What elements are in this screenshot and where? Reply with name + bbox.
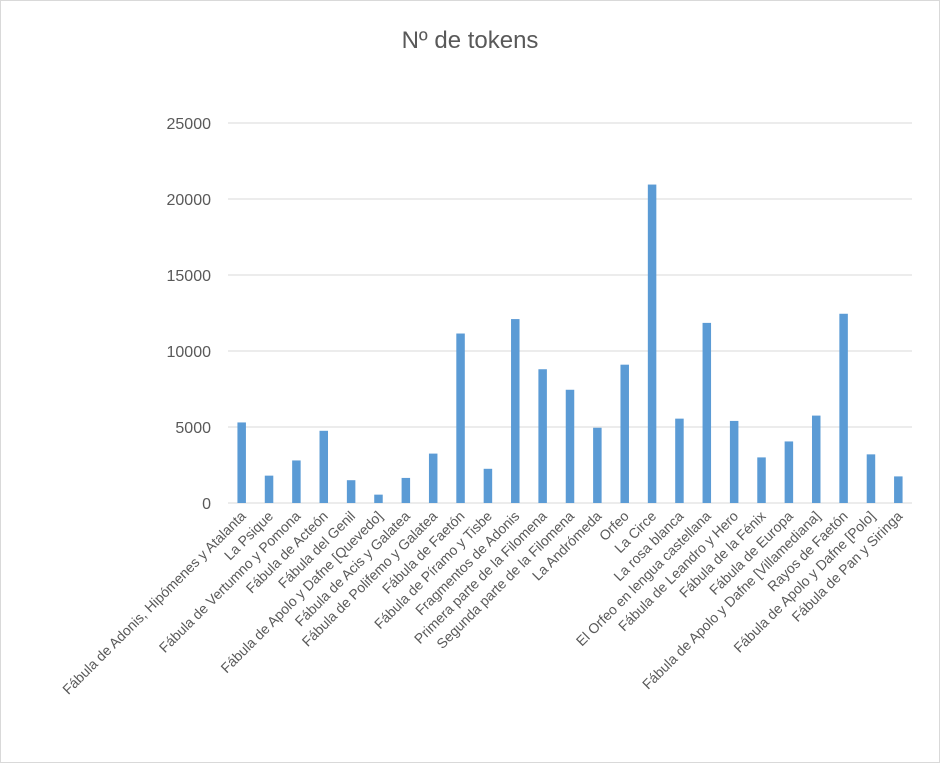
bar [264,475,274,503]
bar [729,420,739,503]
bar [894,476,903,503]
y-tick-label: 0 [202,496,211,513]
bar [620,364,629,503]
bar [456,333,465,503]
bar [647,184,657,503]
bar [292,460,301,503]
y-tick-label: 25000 [167,116,212,133]
bar [374,494,383,503]
bar [784,441,794,503]
bar [593,427,602,503]
bar [428,453,438,503]
bar [811,415,821,503]
bar [866,454,876,503]
bar [346,480,356,503]
bar [675,418,684,503]
y-tick-label: 20000 [167,192,212,209]
x-axis-ticks: Fábula de Adonis, Hipómenes y AtalantaLa… [59,508,905,698]
bar [702,322,712,503]
y-tick-label: 5000 [175,420,211,437]
bars [237,184,903,503]
y-tick-label: 10000 [167,344,212,361]
bar [483,468,493,503]
bar [757,457,766,503]
bar [319,430,329,503]
bar [401,477,411,503]
bar [565,389,575,503]
chart-title: Nº de tokens [401,27,539,54]
bar [237,422,246,503]
bar [538,369,547,503]
bar [839,313,848,503]
y-axis-ticks: 0 5000 10000 15000 20000 25000 [167,116,212,513]
y-tick-label: 15000 [167,268,212,285]
bar [511,319,520,503]
